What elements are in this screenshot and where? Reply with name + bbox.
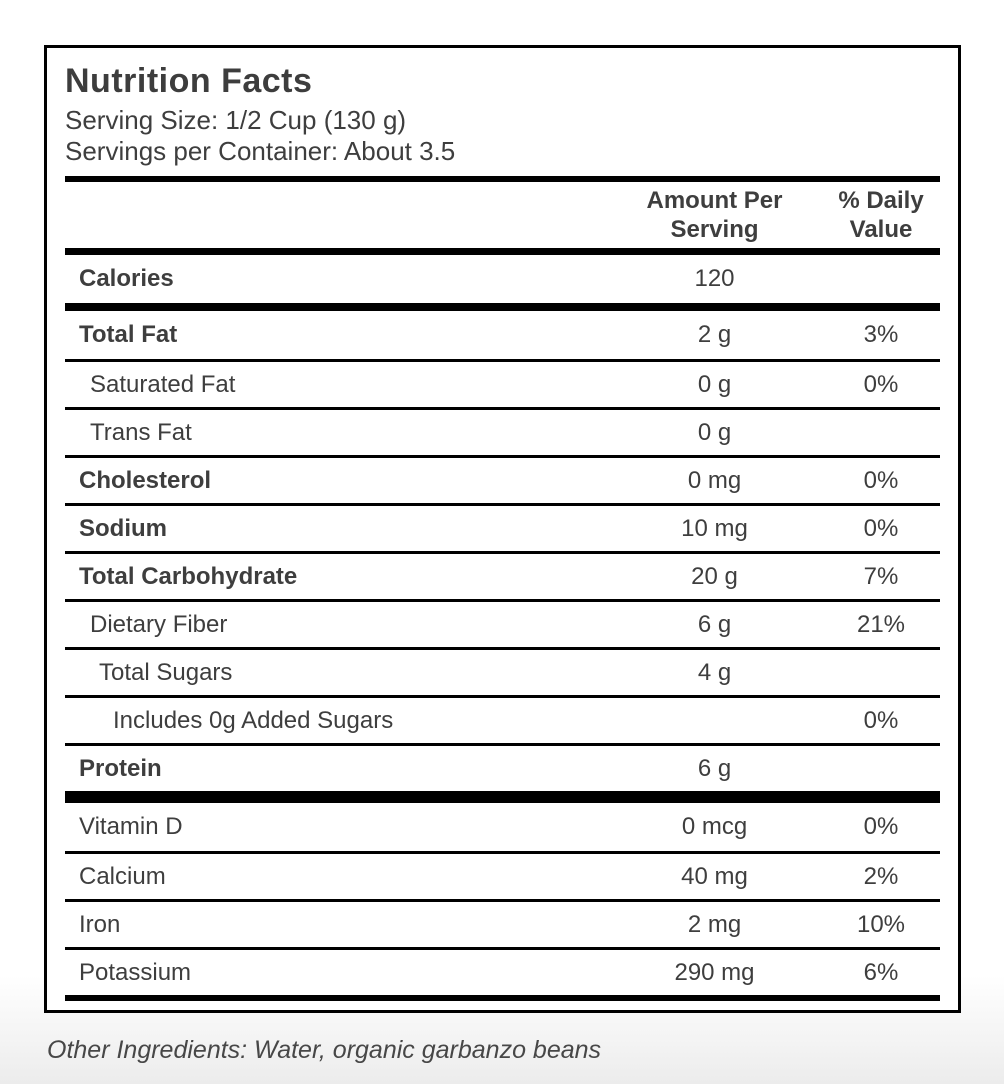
nutrient-name: Iron	[79, 910, 121, 938]
nutrient-amount: 6 g	[697, 610, 732, 638]
rule-after-column-headers	[65, 248, 940, 255]
nutrient-row-trans-fat: Trans Fat 0 g	[65, 407, 940, 455]
nutrient-row-saturated-fat: Saturated Fat 0 g 0%	[65, 359, 940, 407]
rule-after-protein	[65, 791, 940, 803]
nutrient-daily-value: 7%	[863, 562, 899, 590]
rule-panel-bottom	[65, 995, 940, 1001]
nutrient-amount: 6 g	[697, 754, 732, 782]
other-ingredients-text: Other Ingredients: Water, organic garban…	[47, 1036, 602, 1064]
nutrient-amount: 2 g	[697, 321, 732, 348]
nutrient-daily-value: 3%	[863, 321, 899, 348]
nutrient-amount: 0 mg	[687, 466, 742, 494]
nutrient-daily-value: 0%	[863, 706, 899, 734]
nutrient-row-vitamin-d: Vitamin D 0 mcg 0%	[65, 803, 940, 851]
nutrient-amount: 0 mcg	[681, 813, 748, 840]
nutrient-row-potassium: Potassium 290 mg 6%	[65, 947, 940, 995]
nutrient-daily-value: 0%	[863, 813, 899, 840]
nutrient-amount: 120	[694, 265, 735, 292]
nutrient-amount: 10 mg	[681, 514, 748, 542]
nutrient-amount: 290 mg	[674, 958, 755, 986]
nutrient-row-calories: Calories 120	[65, 255, 940, 303]
nutrient-daily-value: 0%	[863, 370, 899, 398]
nutrient-name: Protein	[79, 754, 162, 782]
column-header-amount-per-serving: Amount Per Serving	[646, 187, 783, 243]
panel-title: Nutrition Facts	[65, 62, 313, 100]
nutrient-amount: 0 g	[697, 370, 732, 398]
rule-after-calories	[65, 303, 940, 311]
nutrient-daily-value: 6%	[863, 958, 899, 986]
nutrient-daily-value: 0%	[863, 514, 899, 542]
nutrient-name: Total Carbohydrate	[79, 562, 298, 590]
column-header-percent-daily-value: % Daily Value	[838, 187, 924, 243]
nutrient-amount: 2 mg	[687, 910, 742, 938]
nutrient-name: Saturated Fat	[90, 370, 236, 398]
nutrient-name: Total Fat	[79, 321, 178, 348]
rule-after-serving-info	[65, 176, 940, 182]
nutrient-name: Trans Fat	[90, 418, 192, 446]
nutrient-name: Dietary Fiber	[90, 610, 228, 638]
nutrient-row-includes-0g-added-sugars: Includes 0g Added Sugars 0%	[65, 695, 940, 743]
nutrient-name: Vitamin D	[79, 813, 183, 840]
nutrient-row-calcium: Calcium 40 mg 2%	[65, 851, 940, 899]
serving-size: Serving Size: 1/2 Cup (130 g)	[65, 105, 407, 135]
nutrition-facts-panel: Nutrition Facts Serving Size: 1/2 Cup (1…	[44, 45, 961, 1013]
nutrient-name: Potassium	[79, 958, 192, 986]
nutrient-amount: 40 mg	[681, 862, 748, 890]
nutrient-amount: 20 g	[691, 562, 738, 590]
nutrient-name: Includes 0g Added Sugars	[113, 706, 394, 734]
nutrient-daily-value: 21%	[856, 610, 906, 638]
nutrient-row-iron: Iron 2 mg 10%	[65, 899, 940, 947]
servings-per-container: Servings per Container: About 3.5	[65, 136, 456, 166]
nutrient-daily-value: 10%	[856, 910, 906, 938]
nutrient-rows: Calories 120 Total Fat 2 g 3% Saturated Fat 0 …	[65, 255, 940, 995]
nutrient-daily-value: 0%	[863, 466, 899, 494]
nutrient-name: Total Sugars	[99, 658, 233, 686]
nutrient-row-total-sugars: Total Sugars 4 g	[65, 647, 940, 695]
column-header-row: Amount Per Serving % Daily Value	[65, 182, 940, 248]
nutrient-row-dietary-fiber: Dietary Fiber 6 g 21%	[65, 599, 940, 647]
nutrient-row-sodium: Sodium 10 mg 0%	[65, 503, 940, 551]
nutrient-name: Calcium	[79, 862, 166, 890]
nutrient-row-protein: Protein 6 g	[65, 743, 940, 791]
nutrient-name: Calories	[79, 265, 174, 292]
nutrient-row-total-carbohydrate: Total Carbohydrate 20 g 7%	[65, 551, 940, 599]
nutrient-amount: 4 g	[697, 658, 732, 686]
nutrient-row-cholesterol: Cholesterol 0 mg 0%	[65, 455, 940, 503]
nutrient-name: Sodium	[79, 514, 167, 542]
nutrient-row-total-fat: Total Fat 2 g 3%	[65, 311, 940, 359]
nutrient-amount: 0 g	[697, 418, 732, 446]
nutrient-daily-value: 2%	[863, 862, 899, 890]
nutrient-name: Cholesterol	[79, 466, 212, 494]
